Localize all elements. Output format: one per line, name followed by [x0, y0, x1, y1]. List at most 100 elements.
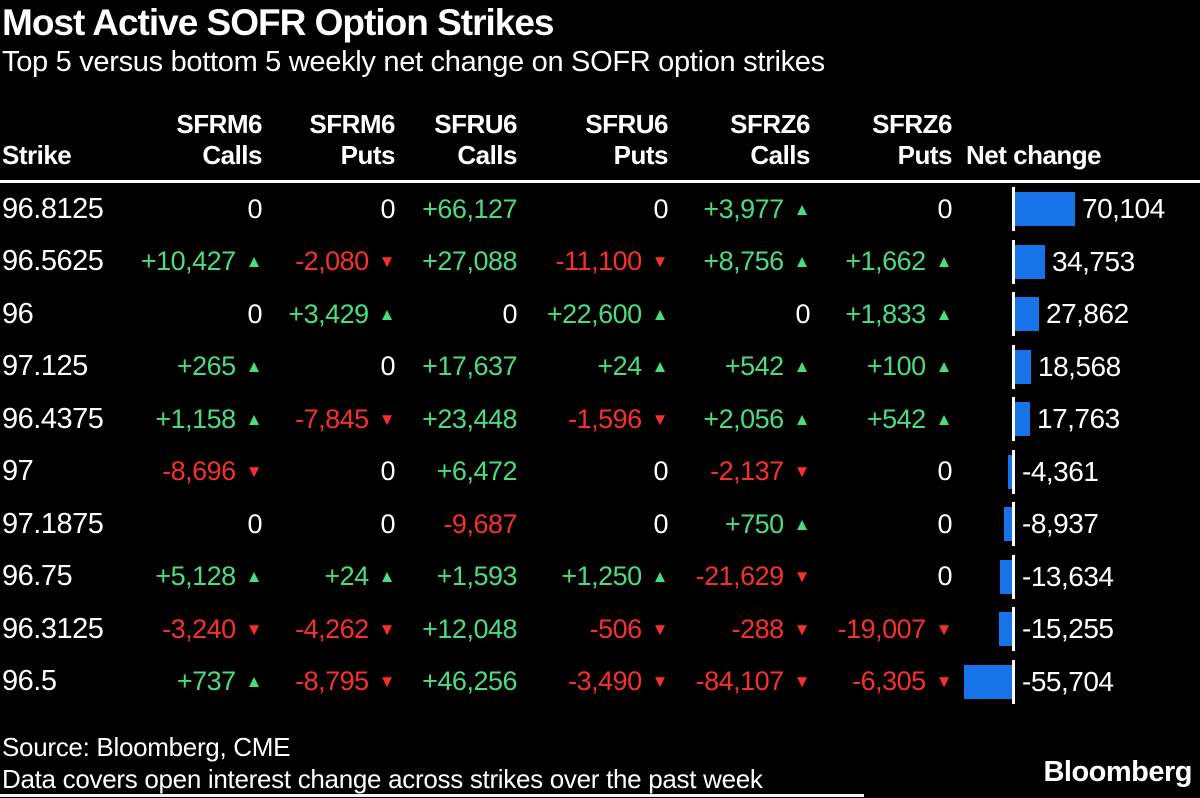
- positive-bar-zone: -13,634: [1015, 560, 1114, 593]
- value-cell: 0: [262, 341, 395, 394]
- strike-column-header: Strike: [0, 140, 115, 172]
- strike-value: 96.4375: [2, 402, 104, 435]
- value-cell: -288 ▼: [668, 603, 811, 656]
- net-change-cell: 18,568: [952, 341, 1200, 394]
- value-cell: +2,056 ▲: [668, 393, 810, 446]
- value-text: 0: [653, 456, 668, 487]
- strike-cell: 96.5625: [0, 236, 115, 289]
- value-cell: -84,107 ▼: [668, 656, 811, 709]
- value-cell: 0: [262, 498, 395, 551]
- value-text: 0: [653, 508, 668, 539]
- value-cell: 0: [810, 551, 952, 604]
- net-change-bar: [1000, 559, 1012, 594]
- value-text: -9,687: [443, 508, 517, 539]
- contract-label: SFRM6: [176, 108, 262, 139]
- value-text: 0: [380, 508, 395, 539]
- up-triangle-icon: ▲: [793, 514, 811, 534]
- strike-value: 96: [2, 297, 34, 330]
- net-change-column-header: Net change: [952, 140, 1200, 172]
- net-change-cell: -13,634: [952, 551, 1200, 604]
- contract-label: SFRU6: [585, 108, 668, 139]
- down-triangle-icon: ▼: [245, 462, 263, 482]
- value-cell: +17,637: [395, 341, 517, 394]
- value-cell: +24 ▲: [517, 341, 668, 394]
- value-text: -19,007: [837, 613, 927, 644]
- baseline-tick: [1012, 344, 1015, 389]
- option-type-label: Puts: [897, 140, 953, 171]
- net-change-bar: [1008, 454, 1012, 489]
- net-change-bar: [964, 664, 1012, 699]
- value-cell: -3,490 ▼: [517, 656, 668, 709]
- value-text: 0: [380, 456, 395, 487]
- baseline-tick: [1012, 659, 1015, 704]
- value-cell: +12,048: [395, 603, 517, 656]
- positive-bar-zone: 18,568: [1015, 349, 1121, 384]
- net-change-label: -13,634: [1022, 560, 1114, 592]
- value-text: -7,845: [295, 403, 369, 434]
- value-text: +1,833: [845, 298, 926, 329]
- up-triangle-icon: ▲: [651, 304, 669, 324]
- value-cell: -9,687: [395, 498, 517, 551]
- net-change-label: 17,763: [1037, 403, 1120, 435]
- value-text: +12,048: [422, 613, 517, 644]
- value-text: -6,305: [852, 666, 926, 697]
- value-cell: +1,250 ▲: [517, 551, 668, 604]
- positive-bar-zone: 17,763: [1015, 402, 1120, 437]
- value-cell: -6,305 ▼: [810, 656, 952, 709]
- value-text: +1,662: [845, 246, 926, 277]
- baseline-tick: [1012, 449, 1015, 494]
- up-triangle-icon: ▲: [378, 304, 396, 324]
- up-triangle-icon: ▲: [378, 567, 396, 587]
- value-text: 0: [937, 561, 952, 592]
- value-text: 0: [653, 193, 668, 224]
- up-triangle-icon: ▲: [793, 409, 811, 429]
- value-text: -3,490: [568, 666, 642, 697]
- value-cell: 0: [115, 288, 262, 341]
- value-cell: +6,472: [395, 446, 518, 499]
- value-text: -3,240: [162, 613, 236, 644]
- chart-subtitle: Top 5 versus bottom 5 weekly net change …: [2, 46, 825, 78]
- net-change-cell: 17,763: [952, 393, 1200, 446]
- strike-value: 96.8125: [2, 192, 104, 225]
- value-text: 0: [380, 193, 395, 224]
- net-change-label: -8,937: [1022, 508, 1099, 540]
- value-cell: +265 ▲: [115, 341, 263, 394]
- value-text: +2,056: [703, 403, 784, 434]
- value-text: 0: [502, 298, 517, 329]
- baseline-tick: [1012, 292, 1015, 337]
- value-text: +8,756: [703, 246, 784, 277]
- contract-label: SFRZ6: [730, 108, 810, 139]
- net-change-cell: 70,104: [952, 183, 1200, 236]
- strikes-table: Strike SFRM6 Calls SFRM6 Puts SFRU6 Calls SFRU6…: [0, 96, 1200, 708]
- value-text: +24: [324, 561, 369, 592]
- value-text: -84,107: [695, 666, 785, 697]
- value-text: +10,427: [140, 246, 236, 277]
- value-text: 0: [380, 351, 395, 382]
- value-text: -288: [731, 613, 785, 644]
- value-cell: 0: [517, 446, 668, 499]
- up-triangle-icon: ▲: [245, 567, 263, 587]
- net-change-bar: [1015, 402, 1030, 437]
- value-cell: 0: [262, 446, 395, 499]
- value-cell: +1,662 ▲: [810, 236, 952, 289]
- strike-value: 97.1875: [2, 507, 104, 540]
- value-cell: 0: [810, 446, 952, 499]
- up-triangle-icon: ▲: [793, 357, 811, 377]
- value-cell: +750 ▲: [668, 498, 811, 551]
- value-cell: +542 ▲: [668, 341, 811, 394]
- positive-bar-zone: -8,937: [1015, 508, 1099, 540]
- column-header-4: SFRZ6 Calls: [668, 109, 810, 172]
- net-change-cell: 27,862: [952, 288, 1200, 341]
- up-triangle-icon: ▲: [935, 304, 953, 324]
- negative-bar-zone: [952, 664, 1012, 699]
- value-cell: 0: [115, 498, 262, 551]
- strike-value: 96.5: [2, 665, 57, 698]
- net-change-label: 34,753: [1052, 245, 1135, 277]
- down-triangle-icon: ▼: [793, 619, 811, 639]
- value-text: 0: [247, 508, 262, 539]
- net-change-label: 18,568: [1038, 350, 1121, 382]
- option-type-label: Calls: [202, 140, 262, 171]
- up-triangle-icon: ▲: [793, 252, 811, 272]
- value-text: -11,100: [555, 246, 643, 277]
- strike-cell: 97.125: [0, 341, 115, 394]
